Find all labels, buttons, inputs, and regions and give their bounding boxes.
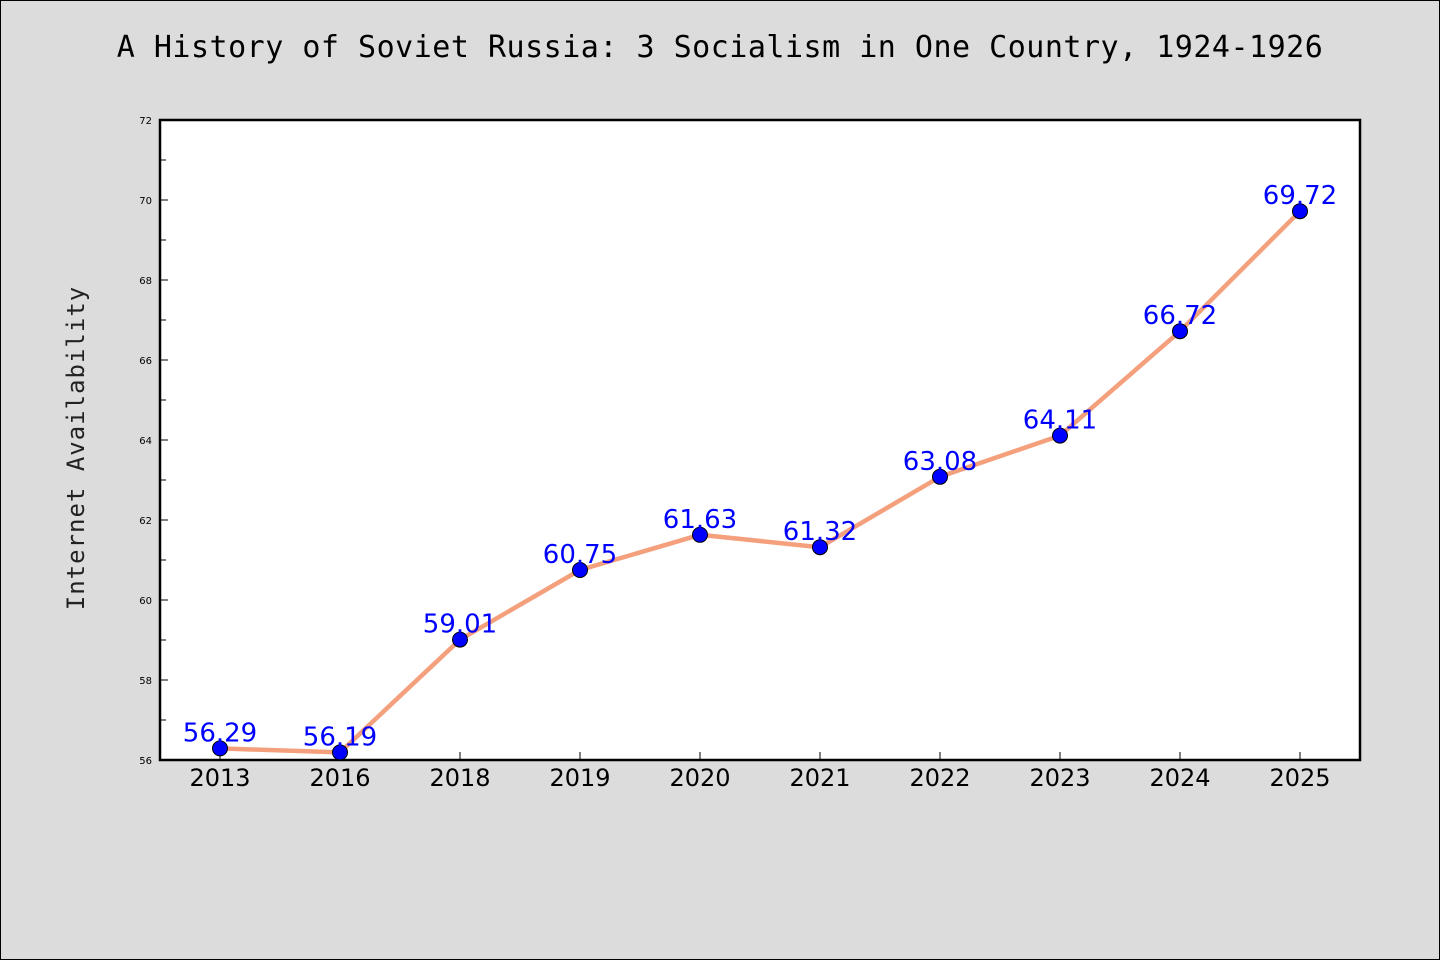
data-label: 60.75 bbox=[543, 540, 617, 570]
y-tick-label: 58 bbox=[139, 676, 152, 687]
data-point bbox=[812, 539, 828, 556]
y-tick-label: 64 bbox=[139, 436, 152, 447]
x-tick-label: 2019 bbox=[549, 764, 610, 792]
data-point bbox=[692, 526, 708, 543]
data-point bbox=[212, 740, 228, 757]
data-point-group bbox=[212, 203, 1308, 761]
data-point bbox=[1052, 427, 1068, 444]
x-tick-label: 2025 bbox=[1269, 764, 1330, 792]
y-tick-label: 72 bbox=[139, 116, 152, 127]
data-label: 56.29 bbox=[183, 718, 257, 748]
x-tick-label: 2016 bbox=[309, 764, 370, 792]
chart-title: A History of Soviet Russia: 3 Socialism … bbox=[116, 30, 1324, 65]
x-tick-label: 2021 bbox=[789, 764, 850, 792]
data-point bbox=[932, 468, 948, 485]
series-line-group bbox=[217, 208, 1303, 755]
x-tick-label: 2013 bbox=[189, 764, 250, 792]
data-label: 56.19 bbox=[303, 722, 377, 752]
data-label: 61.63 bbox=[663, 505, 737, 535]
x-tick-label: 2018 bbox=[429, 764, 490, 792]
y-axis: 56 58 60 62 64 66 68 70 72 bbox=[139, 116, 168, 767]
data-point bbox=[452, 631, 468, 648]
y-tick-label: 66 bbox=[139, 356, 152, 367]
plot-area bbox=[158, 118, 1362, 762]
data-label: 69.72 bbox=[1263, 181, 1337, 211]
x-tick-label: 2023 bbox=[1029, 764, 1090, 792]
x-tick-label: 2020 bbox=[669, 764, 730, 792]
y-tick-label: 70 bbox=[139, 196, 152, 207]
data-point bbox=[332, 744, 348, 761]
x-tick-label: 2022 bbox=[909, 764, 970, 792]
data-point bbox=[572, 562, 588, 578]
data-label: 59.01 bbox=[423, 610, 497, 640]
y-tick-label: 56 bbox=[139, 756, 152, 767]
y-tick-label: 68 bbox=[139, 276, 152, 287]
data-point bbox=[1172, 323, 1188, 340]
data-point bbox=[1292, 203, 1308, 220]
x-tick-label: 2024 bbox=[1149, 764, 1210, 792]
y-tick-label: 60 bbox=[139, 596, 152, 607]
data-label: 66.72 bbox=[1143, 301, 1217, 331]
data-label: 61.32 bbox=[783, 517, 857, 547]
x-axis: 2013 2016 2018 2019 2020 2021 2022 2023 2024 2025 bbox=[189, 752, 1331, 792]
data-label: 63.08 bbox=[903, 447, 977, 477]
y-tick-label: 62 bbox=[139, 516, 152, 527]
data-label: 64.11 bbox=[1023, 406, 1097, 436]
series-line bbox=[217, 208, 1303, 755]
data-label-group: 56.29 56.19 59.01 60.75 61.63 61.32 63.08 64.11… bbox=[183, 181, 1337, 752]
